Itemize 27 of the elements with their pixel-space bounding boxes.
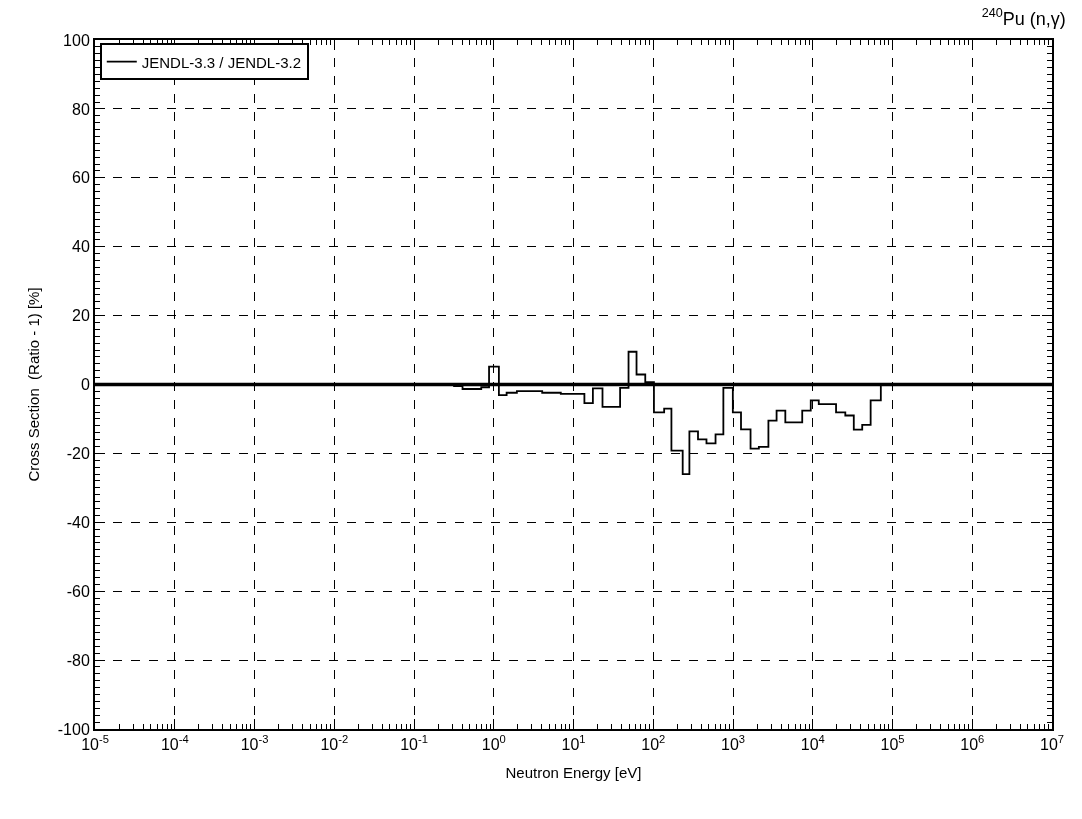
x-tick-label: 10$^{3}$ <box>720 733 746 754</box>
y-tick-label: 0 <box>80 376 90 394</box>
x-tick-label: 10$^{0}$ <box>481 733 506 754</box>
y-tick-label: 80 <box>72 100 90 118</box>
x-tick-label: 10$^{5}$ <box>880 733 905 754</box>
x-tick-label: 10$^{-2}$ <box>320 733 349 754</box>
x-tick-label: 10$^{1}$ <box>561 733 586 754</box>
x-tick-label: 10$^{4}$ <box>800 733 825 754</box>
chart-title: $^{240}$Pu (n,γ) <box>981 6 1066 29</box>
y-tick-label: -20 <box>66 445 90 462</box>
y-tick-label: -60 <box>66 582 90 600</box>
legend-label: JENDL-3.3 / JENDL-3.2 <box>141 53 302 71</box>
y-tick-label: 100 <box>63 31 90 49</box>
x-tick-label: 10$^{2}$ <box>641 733 666 754</box>
y-tick-label: 20 <box>72 307 90 325</box>
y-tick-label: -40 <box>66 513 90 531</box>
x-tick-label: 10$^{7}$ <box>1039 733 1065 754</box>
x-tick-label: 10$^{-4}$ <box>160 733 189 754</box>
x-tick-label: 10$^{6}$ <box>960 733 985 754</box>
y-tick-label: 60 <box>72 169 90 187</box>
y-tick-label: -80 <box>66 651 90 669</box>
y-tick-label: -100 <box>57 720 90 738</box>
x-axis-title: Neutron Energy [eV] <box>505 763 642 781</box>
y-tick-label: 40 <box>72 238 90 256</box>
x-tick-label: 10$^{-1}$ <box>400 733 428 754</box>
y-axis-title: Cross Section (Ratio - 1) [%] <box>24 287 42 482</box>
x-tick-label: 10$^{-3}$ <box>240 733 269 754</box>
